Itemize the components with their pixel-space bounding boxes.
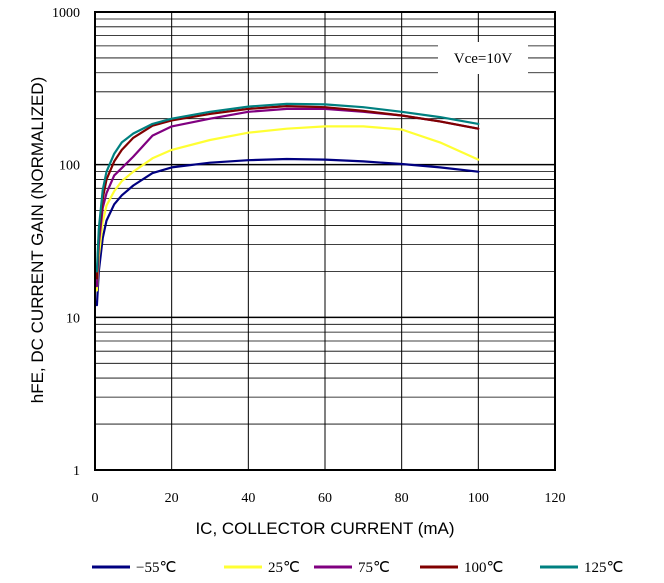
legend-label: 100℃ xyxy=(464,560,503,576)
legend-label: 75℃ xyxy=(358,560,390,576)
legend-label: 125℃ xyxy=(584,560,623,576)
x-tick-label: 60 xyxy=(318,491,332,506)
series-line-4 xyxy=(95,102,480,273)
y-tick-label: 10 xyxy=(66,311,80,326)
legend-label: 25℃ xyxy=(268,560,300,576)
x-axis-label: IC, COLLECTOR CURRENT (mA) xyxy=(195,519,454,538)
y-tick-labels: 1 10 100 1000 xyxy=(52,6,80,479)
legend-item: 100℃ xyxy=(420,560,503,576)
y-tick-label: 1000 xyxy=(52,6,80,21)
legend-label: −55℃ xyxy=(136,560,176,576)
x-tick-labels: 0 20 40 60 80 100 120 xyxy=(92,491,566,506)
series-line-0 xyxy=(95,157,480,307)
series-line-1 xyxy=(95,125,480,292)
x-tick-label: 100 xyxy=(468,491,489,506)
x-tick-label: 120 xyxy=(545,491,566,506)
y-tick-label: 100 xyxy=(59,159,80,174)
y-tick-label: 1 xyxy=(73,464,80,479)
legend-item: 75℃ xyxy=(314,560,390,576)
x-tick-label: 40 xyxy=(241,491,255,506)
series-lines xyxy=(95,102,480,307)
y-axis-label: hFE, DC CURRENT GAIN (NORMALIZED) xyxy=(28,77,47,404)
legend-item: −55℃ xyxy=(92,560,176,576)
x-tick-label: 20 xyxy=(165,491,179,506)
annotation-vce: Vce=10V xyxy=(454,51,513,67)
legend: −55℃ 25℃ 75℃ 100℃ 125℃ xyxy=(92,560,623,576)
series-line-3 xyxy=(95,105,480,280)
x-tick-label: 0 xyxy=(92,491,99,506)
legend-item: 125℃ xyxy=(540,560,623,576)
grid xyxy=(95,12,555,470)
legend-item: 25℃ xyxy=(224,560,300,576)
plot-frame xyxy=(94,11,556,471)
x-tick-label: 80 xyxy=(395,491,409,506)
annotation-box: Vce=10V xyxy=(438,42,528,74)
